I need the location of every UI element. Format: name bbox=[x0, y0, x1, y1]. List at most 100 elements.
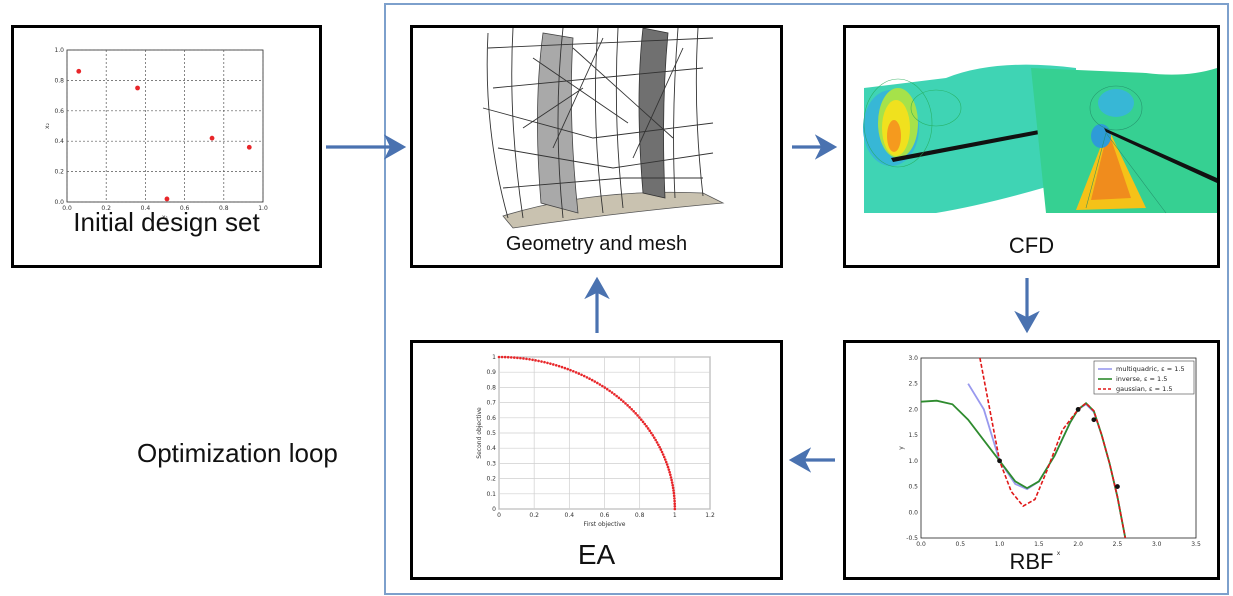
x-tick-label: 1 bbox=[673, 512, 677, 519]
pareto-point bbox=[649, 431, 653, 435]
pareto-point bbox=[645, 424, 648, 428]
pareto-point bbox=[673, 502, 677, 505]
x-tick-label: 2.0 bbox=[1073, 541, 1083, 548]
geometry-mesh-caption: Geometry and mesh bbox=[505, 233, 688, 255]
pareto-point bbox=[534, 359, 537, 362]
ea-pareto-chart: 0 0.2 0.4 0.6 0.8 1 1.2 0 0.1 0.2 0.3 0.4 0.5 0.6 0.7 0… bbox=[476, 354, 715, 528]
rbf-caption: RBF bbox=[1009, 549, 1054, 574]
y-tick-label: 0.2 bbox=[54, 169, 64, 176]
pareto-point bbox=[572, 369, 575, 373]
x-tick-label: 3.0 bbox=[1152, 541, 1162, 548]
initial-design-caption: Initial design set bbox=[73, 207, 260, 237]
x-tick-label: 0.4 bbox=[141, 205, 151, 212]
pareto-point bbox=[628, 405, 631, 409]
pareto-point bbox=[626, 404, 629, 407]
x-tick-label: 0.4 bbox=[565, 512, 575, 519]
pareto-point bbox=[670, 481, 674, 484]
y-tick-label: 0.0 bbox=[908, 509, 918, 516]
pareto-point bbox=[664, 460, 668, 464]
design-point bbox=[135, 85, 140, 91]
pareto-point bbox=[613, 392, 616, 396]
rbf-interpolation-chart: 0.0 0.5 1.0 1.5 2.0 2.5 3.0 3.5-0.50.00.51.01.5… bbox=[898, 355, 1201, 557]
pareto-point bbox=[549, 362, 552, 365]
pareto-point bbox=[659, 448, 663, 451]
pareto-point bbox=[622, 400, 625, 403]
sample-point bbox=[997, 458, 1002, 464]
pareto-point bbox=[632, 409, 635, 413]
pareto-point bbox=[658, 445, 661, 449]
pareto-point bbox=[596, 381, 599, 385]
x-tick-label: 0.0 bbox=[916, 541, 926, 548]
pareto-point bbox=[619, 398, 623, 401]
pareto-point bbox=[516, 356, 519, 360]
pareto-point bbox=[580, 373, 583, 377]
y-tick-label: 0.2 bbox=[486, 476, 496, 483]
pareto-point bbox=[652, 436, 656, 439]
y-tick-label: 0.5 bbox=[908, 484, 918, 491]
pareto-point bbox=[509, 356, 513, 359]
pareto-point bbox=[673, 505, 677, 508]
pareto-point bbox=[651, 434, 655, 437]
y-tick-label: 0.7 bbox=[486, 400, 496, 407]
pareto-point bbox=[577, 372, 581, 375]
y-tick-label: 0.5 bbox=[486, 430, 496, 437]
pareto-point bbox=[657, 443, 660, 447]
y-tick-label: 0.4 bbox=[486, 445, 496, 452]
design-point bbox=[246, 144, 252, 150]
pareto-point bbox=[603, 386, 607, 389]
pareto-point bbox=[671, 483, 674, 487]
pareto-point bbox=[546, 361, 549, 365]
design-point bbox=[164, 196, 170, 202]
pareto-point bbox=[540, 360, 543, 363]
pareto-point bbox=[638, 416, 641, 419]
pareto-point bbox=[560, 365, 564, 369]
initial-design-box: 0.0 0.2 0.4 0.6 0.8 1.0 0.0 0.2 0.4 0.6 0.8 1.0 x₁ x₂… bbox=[11, 25, 322, 268]
x-tick-label: 1.5 bbox=[1034, 541, 1044, 548]
optimization-loop-frame bbox=[384, 3, 1229, 595]
pareto-point bbox=[669, 476, 673, 479]
legend-entry: multiquadric, ε = 1.5 bbox=[1116, 365, 1185, 373]
pareto-point bbox=[566, 367, 570, 371]
x-axis-label: First objective bbox=[584, 521, 626, 528]
pareto-point bbox=[673, 507, 677, 511]
pareto-point bbox=[648, 429, 652, 433]
pareto-point bbox=[655, 441, 659, 444]
y-tick-label: 0.0 bbox=[54, 199, 64, 206]
pareto-point bbox=[668, 470, 671, 474]
sample-point bbox=[1115, 484, 1120, 489]
y-tick-label: 1 bbox=[492, 354, 496, 361]
cfd-box: CFD bbox=[843, 25, 1220, 268]
pareto-point bbox=[660, 450, 664, 454]
pareto-point bbox=[670, 478, 673, 482]
y-tick-label: 0.4 bbox=[54, 138, 64, 145]
ea-box: 0 0.2 0.4 0.6 0.8 1 1.2 0 0.1 0.2 0.3 0.4 0.5 0.6 0.7 0… bbox=[410, 340, 783, 580]
y-tick-label: 1.0 bbox=[908, 458, 918, 465]
pareto-point bbox=[672, 494, 676, 498]
y-tick-label: 3.0 bbox=[908, 355, 918, 362]
pareto-point bbox=[605, 387, 609, 391]
pareto-point bbox=[519, 356, 522, 360]
x-tick-label: 3.5 bbox=[1191, 541, 1201, 548]
pareto-point bbox=[636, 414, 639, 417]
initial-design-chart: 0.0 0.2 0.4 0.6 0.8 1.0 0.0 0.2 0.4 0.6 0.8 1.0 x₁ x₂ bbox=[44, 47, 268, 221]
pareto-point bbox=[513, 356, 516, 359]
pareto-point bbox=[543, 360, 546, 364]
pareto-point bbox=[643, 422, 647, 426]
pareto-point bbox=[552, 363, 555, 366]
pareto-point bbox=[500, 355, 504, 359]
pareto-point bbox=[585, 376, 589, 379]
pareto-point bbox=[673, 499, 676, 503]
x-tick-label: 0.0 bbox=[62, 205, 72, 212]
pareto-point bbox=[497, 355, 501, 359]
pareto-point bbox=[522, 357, 525, 360]
pareto-point bbox=[672, 489, 675, 492]
sample-point bbox=[1091, 417, 1097, 423]
x-axis-label: x₁ bbox=[162, 214, 169, 221]
pareto-point bbox=[669, 473, 672, 477]
pareto-point bbox=[598, 383, 602, 386]
pareto-point bbox=[506, 355, 510, 359]
y-tick-label: 0.1 bbox=[486, 491, 496, 498]
x-tick-label: 0.6 bbox=[600, 512, 610, 519]
optimization-loop-label: Optimization loop bbox=[137, 438, 338, 468]
